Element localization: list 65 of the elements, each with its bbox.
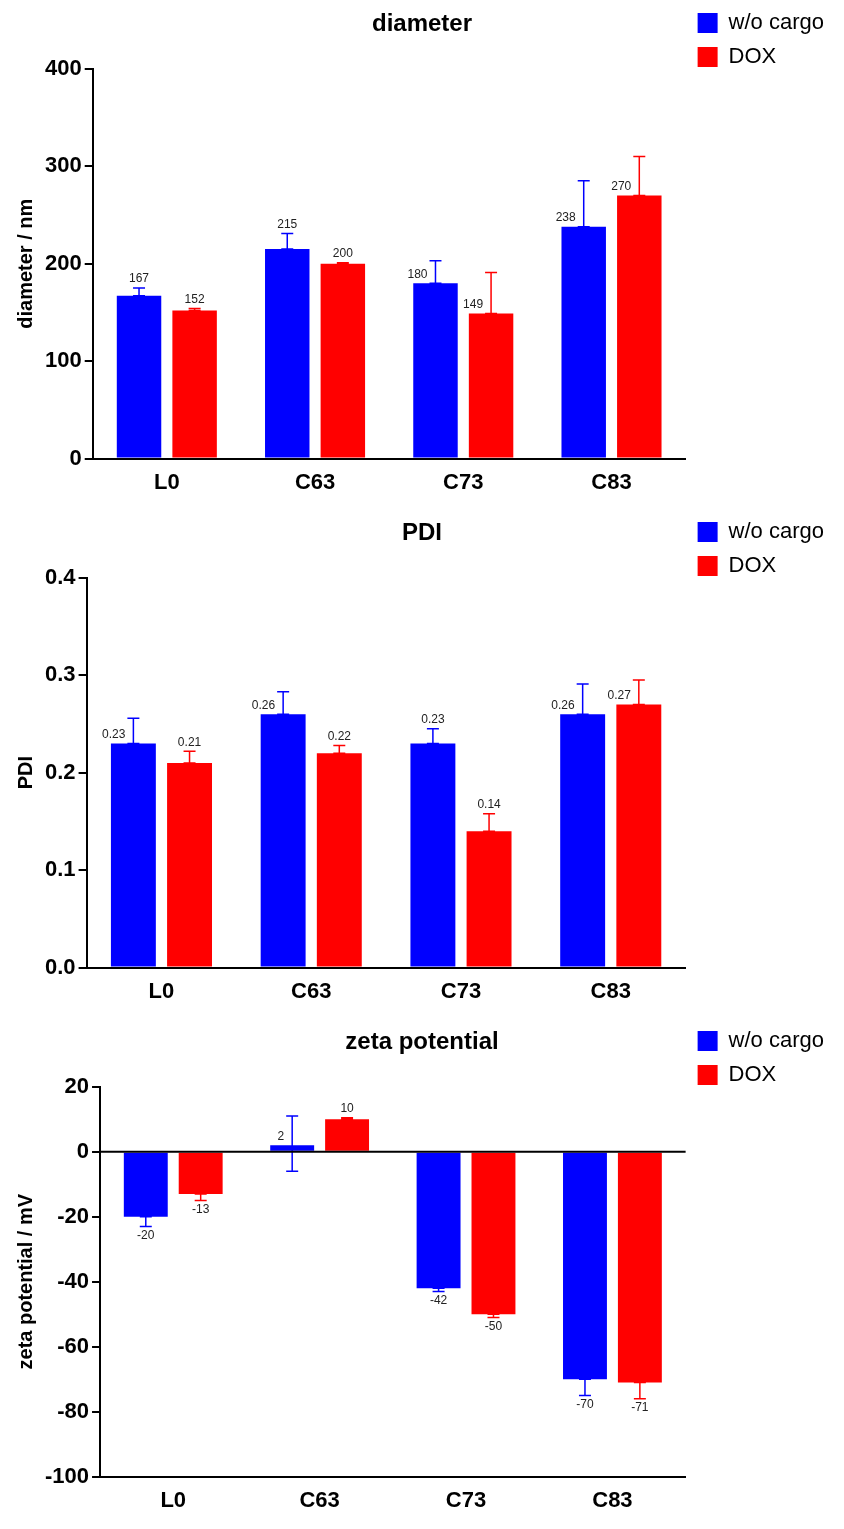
x-tick-label: C83 bbox=[590, 977, 631, 1003]
x-tick-label: C63 bbox=[294, 468, 336, 494]
y-tick-label: -100 bbox=[44, 1462, 90, 1488]
legend-label: DOX bbox=[728, 43, 777, 69]
legend-label: DOX bbox=[728, 552, 777, 578]
x-tick-label: C83 bbox=[591, 468, 632, 494]
data-label: 167 bbox=[129, 271, 150, 286]
x-tick-label: L0 bbox=[153, 468, 180, 494]
x-tick-label: C83 bbox=[592, 1486, 633, 1512]
data-label: 0.23 bbox=[102, 726, 126, 741]
legend-label: DOX bbox=[728, 1061, 777, 1087]
data-label: 238 bbox=[555, 209, 577, 224]
data-label: 2 bbox=[277, 1128, 285, 1143]
data-label: 0.27 bbox=[607, 687, 632, 702]
y-axis-title: PDI bbox=[13, 756, 36, 790]
x-tick-label: L0 bbox=[160, 1486, 187, 1512]
data-label: 0.23 bbox=[421, 712, 445, 727]
y-tick-label: -40 bbox=[57, 1267, 90, 1293]
data-label: 0.26 bbox=[551, 697, 575, 712]
data-label: 0.26 bbox=[251, 697, 276, 712]
legend-label: w/o cargo bbox=[727, 518, 825, 544]
x-tick-label: C73 bbox=[445, 1486, 487, 1512]
y-axis-title: diameter / nm bbox=[13, 198, 36, 329]
y-tick-label: 0 bbox=[76, 1137, 90, 1163]
y-tick-label: 0.1 bbox=[44, 856, 76, 882]
data-label: -20 bbox=[137, 1227, 155, 1242]
x-tick-label: C73 bbox=[440, 977, 482, 1003]
x-tick-label: C63 bbox=[299, 1486, 340, 1512]
legend-label: w/o cargo bbox=[727, 9, 825, 35]
data-label: 149 bbox=[463, 296, 484, 311]
data-label: 270 bbox=[611, 178, 632, 193]
y-tick-label: 400 bbox=[44, 54, 82, 80]
y-tick-label: 0.0 bbox=[44, 953, 76, 979]
chart-title: diameter bbox=[371, 9, 473, 37]
y-tick-label: 300 bbox=[44, 152, 82, 178]
data-label: 0.22 bbox=[327, 728, 352, 743]
x-tick-label: L0 bbox=[148, 977, 175, 1003]
data-label: 0.14 bbox=[477, 796, 502, 811]
y-tick-label: -80 bbox=[57, 1397, 90, 1423]
data-label: -42 bbox=[429, 1292, 448, 1307]
x-tick-label: C63 bbox=[291, 977, 332, 1003]
y-tick-label: -60 bbox=[57, 1332, 90, 1358]
data-label: 200 bbox=[332, 246, 354, 261]
data-label: -71 bbox=[631, 1399, 649, 1414]
legend-label: w/o cargo bbox=[727, 1027, 825, 1053]
y-tick-label: 0 bbox=[69, 444, 82, 470]
data-label: -13 bbox=[192, 1201, 210, 1216]
chart-title: zeta potential bbox=[345, 1027, 499, 1055]
y-tick-label: 0.2 bbox=[44, 758, 76, 784]
data-label: 180 bbox=[407, 266, 428, 281]
data-label: 215 bbox=[277, 216, 298, 231]
chart-title: PDI bbox=[401, 518, 443, 546]
y-axis-title: zeta potential / mV bbox=[13, 1193, 36, 1370]
data-label: -50 bbox=[484, 1318, 503, 1333]
y-tick-label: 100 bbox=[44, 347, 82, 373]
y-tick-label: 200 bbox=[44, 249, 82, 275]
x-tick-label: C73 bbox=[443, 468, 484, 494]
data-label: 10 bbox=[340, 1100, 355, 1115]
y-tick-label: 0.3 bbox=[44, 661, 76, 687]
data-label: 152 bbox=[184, 291, 205, 306]
y-tick-label: 20 bbox=[64, 1072, 90, 1098]
data-label: -70 bbox=[576, 1396, 594, 1411]
y-tick-label: -20 bbox=[57, 1202, 90, 1228]
data-label: 0.21 bbox=[177, 734, 202, 749]
y-tick-label: 0.4 bbox=[44, 563, 77, 589]
